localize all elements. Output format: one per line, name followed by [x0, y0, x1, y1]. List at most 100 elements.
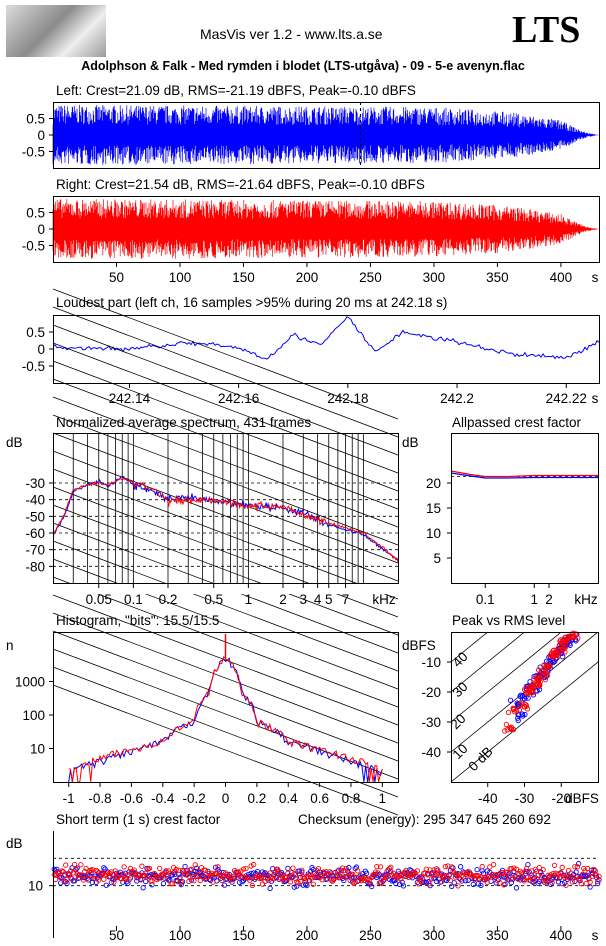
- short-term-point-right: [522, 868, 529, 874]
- short-term-point-left: [400, 883, 407, 889]
- short-term-point-right: [154, 876, 160, 883]
- short-term-point-right: [188, 866, 195, 872]
- short-term-point-left: [562, 879, 568, 886]
- short-term-point-right: [125, 871, 131, 878]
- short-term-point-left: [474, 866, 480, 873]
- peak-rms-ylabel: dBFS: [402, 638, 436, 653]
- spectrum-slope-line: [52, 648, 399, 780]
- right-waveform-xtick-label: 150: [232, 270, 255, 285]
- short-term-point-right: [367, 881, 374, 887]
- short-term-point-right: [447, 877, 454, 884]
- short-term-point-right: [215, 864, 221, 870]
- peak-rms-crest-line: [450, 631, 562, 723]
- peak-rms-point-right: [508, 724, 515, 730]
- spectrum-xunit-label: kHz: [372, 592, 395, 607]
- short-term-point-right: [440, 873, 446, 880]
- peak-rms-point-right: [516, 707, 522, 713]
- loudest-trace: [52, 315, 600, 360]
- short-term-point-right: [308, 872, 314, 878]
- spectrum-ytick-label: -50: [25, 509, 45, 524]
- short-term-point-right: [285, 870, 291, 877]
- short-term-point-left: [449, 883, 455, 889]
- short-term-point-right: [499, 869, 506, 876]
- short-term-point-right: [296, 871, 302, 877]
- peak-rms-panel-title: Peak vs RMS level: [452, 613, 565, 628]
- short-term-point-right: [446, 872, 452, 879]
- short-term-point-right: [315, 865, 322, 872]
- short-term-point-right: [229, 877, 235, 883]
- peak-rms-ytick-label: -10: [421, 655, 441, 670]
- short-term-point-left: [451, 880, 457, 886]
- short-term-point-right: [178, 879, 184, 885]
- short-term-xtick-label: 250: [359, 928, 382, 943]
- spectrum-slope-line: [52, 486, 399, 618]
- right-panel-title: Right: Crest=21.54 dB, RMS=-21.64 dBFS, …: [56, 177, 425, 192]
- short-term-point-right: [506, 877, 512, 883]
- short-term-point-right: [540, 867, 546, 873]
- short-term-point-right: [551, 862, 558, 869]
- chart-layer: 0.50-0.50.50-0.550 100 150 200 250 300 350 400 s…: [0, 102, 606, 943]
- short-term-point-right: [137, 876, 144, 882]
- histogram-xtick-label: -0.4: [151, 791, 175, 806]
- short-term-point-right: [75, 872, 82, 878]
- peak-rms-xtick-label: -30: [515, 791, 535, 806]
- short-term-point-right: [132, 871, 139, 878]
- short-term-point-right: [290, 865, 296, 871]
- peak-rms-point-left: [517, 693, 523, 699]
- short-term-point-left: [221, 882, 228, 888]
- short-term-point-right: [291, 871, 297, 877]
- peak-rms-point-right: [562, 649, 568, 655]
- short-term-point-right: [374, 864, 380, 870]
- short-term-point-right: [593, 872, 600, 878]
- short-term-point-right: [427, 867, 433, 873]
- short-term-point-right: [530, 878, 536, 884]
- short-term-point-right: [70, 870, 76, 876]
- short-term-point-right: [588, 870, 595, 876]
- loudest-ytick-label: -0.5: [22, 359, 45, 374]
- short-term-point-right: [586, 876, 592, 882]
- short-term-point-right: [146, 865, 153, 871]
- loudest-xunit-label: s: [592, 391, 599, 406]
- right-waveform-ytick-label: 0: [37, 222, 45, 237]
- spectrum-xtick-label: 5: [325, 592, 333, 607]
- short-term-point-right: [71, 861, 78, 868]
- peak-rms-point-right: [508, 726, 515, 733]
- spectrum-frame: [53, 433, 399, 584]
- spectrum-xtick-label: 7: [342, 592, 350, 607]
- right-waveform-xtick-label: 400: [550, 270, 573, 285]
- short-term-point-right: [531, 872, 537, 878]
- histogram-xtick-label: 0.4: [279, 791, 298, 806]
- short-term-point-right: [419, 875, 426, 881]
- short-term-point-right: [235, 869, 242, 875]
- short-term-point-right: [570, 875, 577, 881]
- histogram-series-left: [68, 657, 383, 783]
- short-term-point-right: [430, 872, 436, 878]
- short-term-point-right: [431, 867, 437, 873]
- short-term-point-right: [418, 878, 424, 884]
- left-waveform-ytick-label: 0.5: [26, 112, 45, 127]
- short-term-point-right: [193, 873, 200, 880]
- spectrum-ylabel: dB: [6, 435, 23, 450]
- histogram-ytick-label: 1000: [15, 674, 45, 689]
- short-term-point-right: [297, 878, 304, 885]
- short-term-point-left: [177, 874, 183, 880]
- short-term-xtick-label: 100: [169, 928, 192, 943]
- spectrum-series-right: [52, 477, 399, 563]
- short-term-point-right: [521, 878, 527, 884]
- short-term-point-right: [327, 869, 333, 875]
- short-term-point-right: [149, 878, 155, 884]
- short-term-point-left: [296, 868, 302, 874]
- left-panel-title: Left: Crest=21.09 dB, RMS=-21.19 dBFS, P…: [56, 83, 416, 98]
- short-term-point-right: [502, 874, 508, 880]
- loudest-xtick-label: 242.16: [218, 391, 259, 406]
- spectrum-slope-line: [52, 612, 399, 744]
- spectrum-xtick-label: 2: [279, 592, 287, 607]
- short-term-point-left: [74, 865, 80, 871]
- peak-rms-crest-label: 30: [450, 679, 471, 700]
- loudest-xtick-label: 242.22: [546, 391, 587, 406]
- short-term-point-right: [210, 879, 216, 885]
- short-term-point-right: [69, 876, 75, 882]
- peak-rms-point-right: [517, 701, 523, 708]
- short-term-point-right: [211, 871, 217, 878]
- allpass-panel-title: Allpassed crest factor: [452, 415, 582, 430]
